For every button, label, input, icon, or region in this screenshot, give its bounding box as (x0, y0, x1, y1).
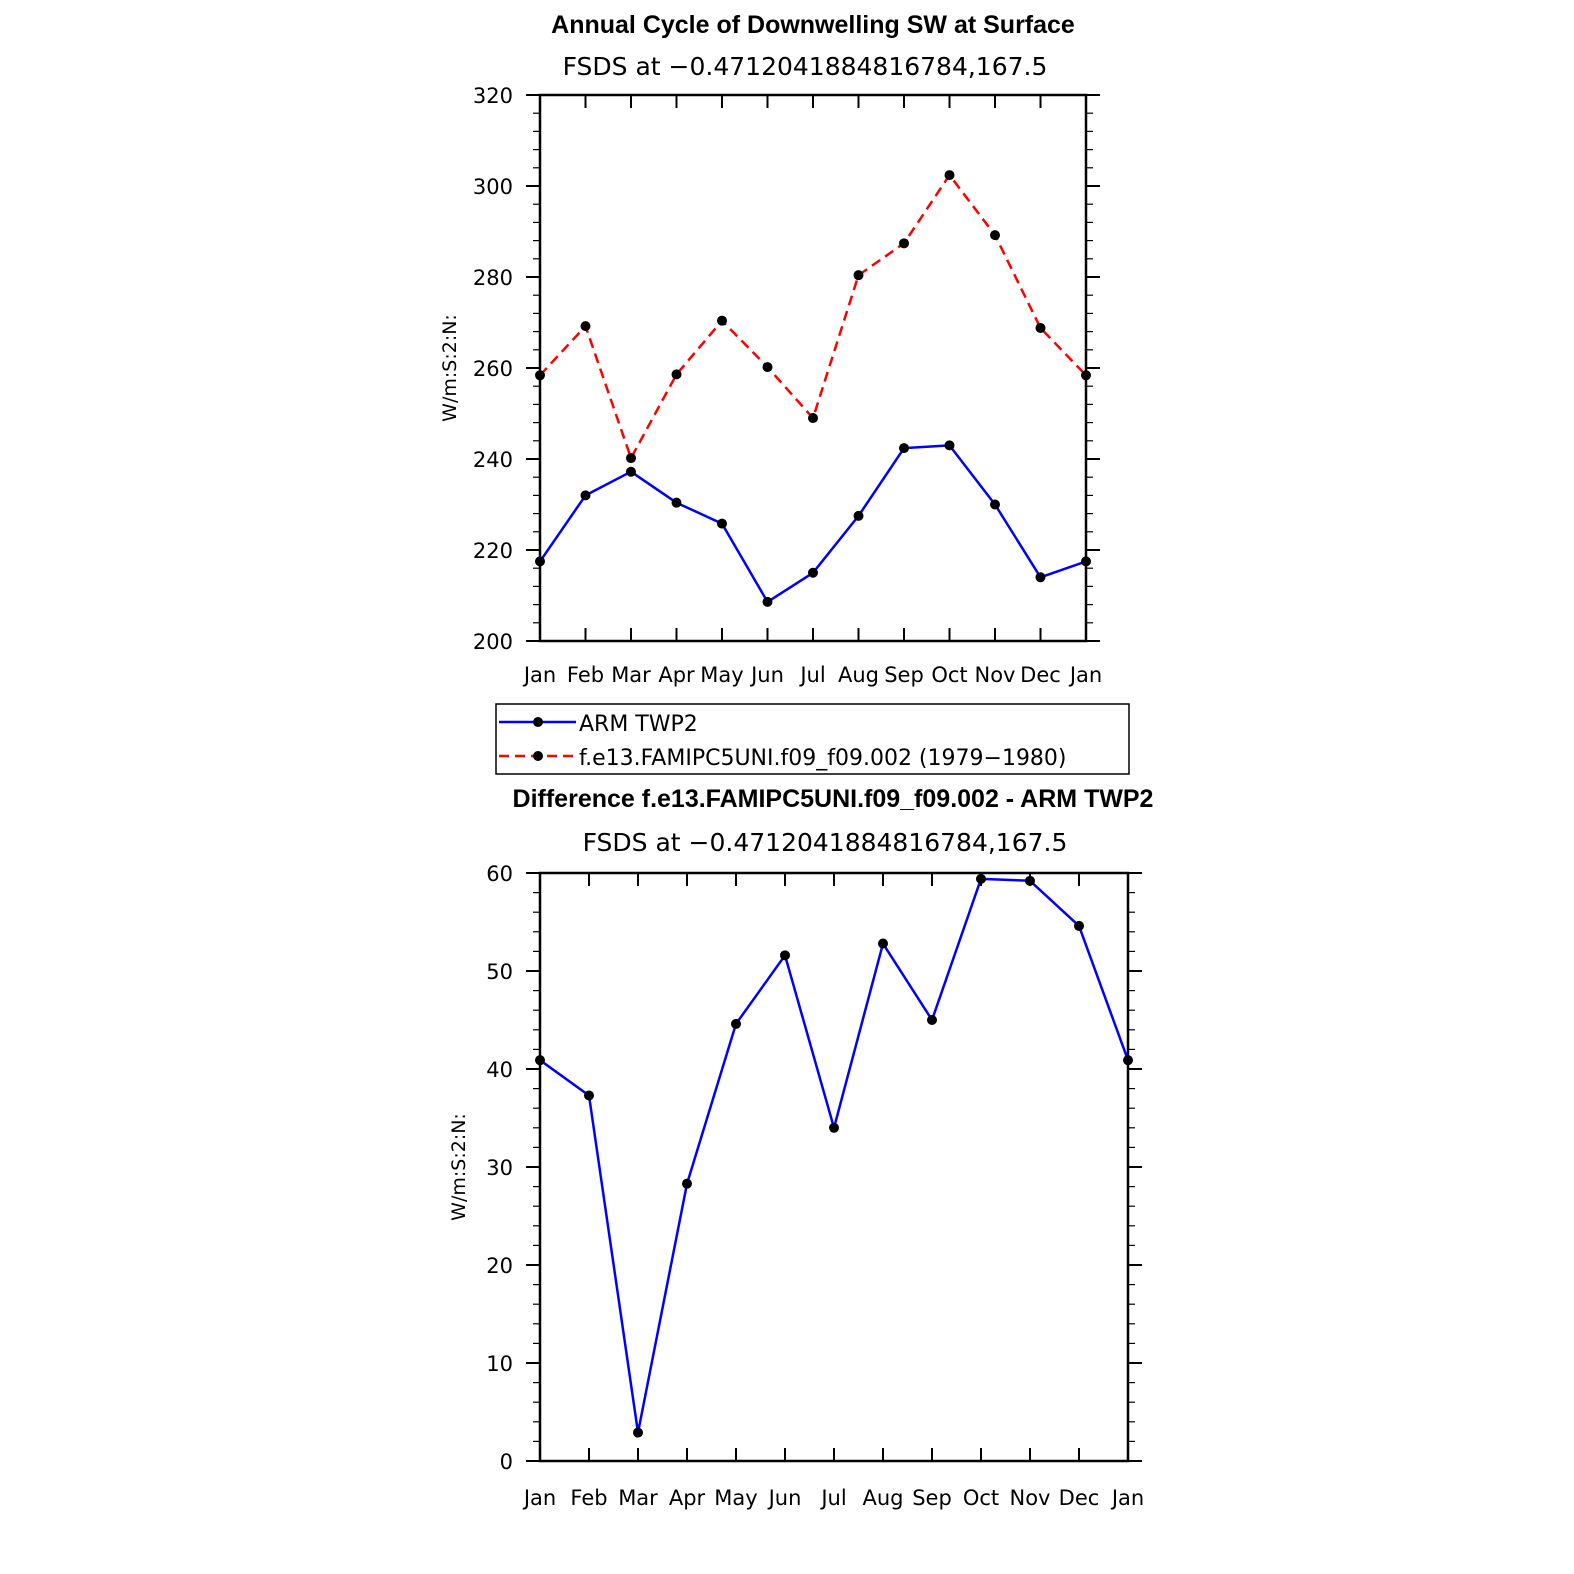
chart1-series-0-point (671, 497, 682, 508)
legend-marker-model (533, 751, 543, 761)
chart1-series (535, 170, 1091, 607)
chart2-y-tick-label: 20 (486, 1254, 513, 1278)
chart2-series (535, 873, 1133, 1438)
chart2-series-0-point (535, 1055, 545, 1066)
chart2-series-0-point (1123, 1055, 1133, 1066)
chart1-y-tick-label: 220 (473, 539, 513, 563)
chart1-series-1-point (808, 413, 818, 424)
chart1-series-0-point (990, 499, 1000, 510)
chart1-series-0-point (1081, 556, 1091, 567)
chart1-x-tick-label: Aug (838, 663, 879, 687)
chart1-series-1-point (944, 170, 955, 181)
legend-label-arm: ARM TWP2 (579, 712, 698, 737)
chart1-plot-frame (538, 93, 1088, 643)
chart2-series-0-point (780, 950, 790, 961)
chart2-series-0-point (1025, 875, 1035, 886)
chart2-y-tick-label: 10 (486, 1352, 513, 1376)
chart2-series-0-point (927, 1015, 937, 1025)
chart1-series-0-point (580, 490, 591, 501)
chart1-series-0-point (535, 556, 545, 567)
chart1-series-0-point (762, 596, 773, 607)
chart2-x-tick-label: Feb (570, 1486, 607, 1510)
chart1-series-0-point (944, 440, 955, 451)
chart1-x-tick-label: Jul (798, 663, 825, 687)
chart1-legend: ARM TWP2 f.e13.FAMIPC5UNI.f09_f09.002 (1… (495, 703, 1130, 775)
chart2-x-tick-label: Jan (522, 1486, 556, 1510)
chart1-series-1-point (853, 270, 864, 281)
chart2-series-0-point (878, 938, 888, 949)
chart1-x-tick-label: Mar (611, 663, 651, 687)
chart2-y-tick-label: 0 (500, 1450, 513, 1474)
chart1-x-tick-label: May (700, 663, 743, 687)
chart1-series-0-point (853, 510, 864, 521)
legend-label-model: f.e13.FAMIPC5UNI.f09_f09.002 (1979−1980) (579, 746, 1067, 771)
chart1-series-0-point (808, 567, 818, 578)
chart1-y-tick-label: 280 (473, 266, 513, 290)
chart2-series-0-point (976, 873, 986, 884)
chart1-x-tick-label: Jan (522, 663, 556, 687)
chart2-axes: Jan Feb Mar Apr May Jun Jul Aug Sep Oct Nov Dec Jan 0… (486, 862, 1144, 1510)
chart2-subtitle: FSDS at −0.4712041884816784,167.5 (583, 828, 1068, 857)
chart2-y-tick-label: 60 (486, 862, 513, 886)
chart1-series-1-point (1035, 322, 1046, 333)
chart1-series-1-point (762, 362, 773, 373)
chart2-x-tick-label: Oct (963, 1486, 999, 1510)
chart2-series-0-point (829, 1122, 839, 1133)
chart2-series-0-point (584, 1090, 594, 1101)
chart2-series-0-point (1074, 920, 1084, 931)
chart1-y-tick-label: 320 (473, 84, 513, 108)
chart1-series-1-point (626, 453, 636, 464)
chart2-y-tick-label: 40 (486, 1058, 513, 1082)
chart2-x-tick-label: Aug (862, 1486, 903, 1510)
chart1-y-tick-label: 300 (473, 175, 513, 199)
chart1-series-1-point (671, 369, 682, 380)
chart2-x-tick-label: Sep (912, 1486, 952, 1510)
chart2-y-tick-label: 30 (486, 1156, 513, 1180)
chart2-series-0-point (633, 1427, 643, 1438)
chart1-x-tick-label: Dec (1020, 663, 1061, 687)
chart2-y-axis-label: W/m:S:2:N: (448, 1113, 470, 1221)
chart1-series-1-point (580, 321, 591, 332)
legend-marker-arm (533, 717, 543, 727)
chart1-series-0-point (717, 518, 727, 529)
chart2-x-tick-label: Jan (1110, 1486, 1144, 1510)
chart1-subtitle: FSDS at −0.4712041884816784,167.5 (563, 52, 1048, 81)
chart1-x-tick-label: Feb (567, 663, 604, 687)
chart1-x-tick-label: Oct (931, 663, 967, 687)
chart1-x-tick-label: Jun (749, 663, 784, 687)
chart2-series-0-point (731, 1018, 741, 1029)
chart2-x-tick-label: Jun (767, 1486, 802, 1510)
chart1-series-1-point (899, 238, 909, 249)
chart1-y-tick-label: 240 (473, 448, 513, 472)
chart2-x-tick-label: Dec (1059, 1486, 1100, 1510)
chart1-series-0-point (1035, 572, 1046, 583)
chart1-series-1-point (717, 315, 727, 326)
chart2-x-tick-label: Nov (1010, 1486, 1051, 1510)
chart1-title: Annual Cycle of Downwelling SW at Surfac… (551, 11, 1075, 39)
chart1-axes: Jan Feb Mar Apr May Jun Jul Aug Sep Oct Nov Dec Jan 2… (473, 84, 1102, 687)
chart2-series-line-0 (539, 877, 1130, 1434)
chart1-y-tick-label: 200 (473, 630, 513, 654)
chart2-x-tick-label: May (714, 1486, 757, 1510)
chart2-x-tick-label: Jul (819, 1486, 846, 1510)
chart2-series-0-point (682, 1178, 692, 1189)
chart1-y-tick-label: 260 (473, 357, 513, 381)
chart1-series-1-point (1081, 370, 1091, 381)
chart1-series-1-point (990, 230, 1000, 241)
chart1-series-0-point (626, 466, 636, 477)
legend-box (495, 703, 1130, 775)
chart2-y-tick-label: 50 (486, 960, 513, 984)
chart1-x-tick-label: Apr (658, 663, 695, 687)
chart1-series-line-0 (538, 444, 1087, 604)
chart1-y-axis-label: W/m:S:2:N: (439, 314, 461, 422)
chart1-x-tick-label: Nov (975, 663, 1016, 687)
chart1-series-0-point (899, 443, 909, 454)
chart2-x-tick-label: Apr (669, 1486, 706, 1510)
chart1-series-1-point (535, 370, 545, 381)
chart2-x-tick-label: Mar (618, 1486, 658, 1510)
chart1-x-tick-label: Sep (884, 663, 924, 687)
chart2-title: Difference f.e13.FAMIPC5UNI.f09_f09.002 … (513, 785, 1154, 813)
chart1-x-tick-label: Jan (1068, 663, 1102, 687)
